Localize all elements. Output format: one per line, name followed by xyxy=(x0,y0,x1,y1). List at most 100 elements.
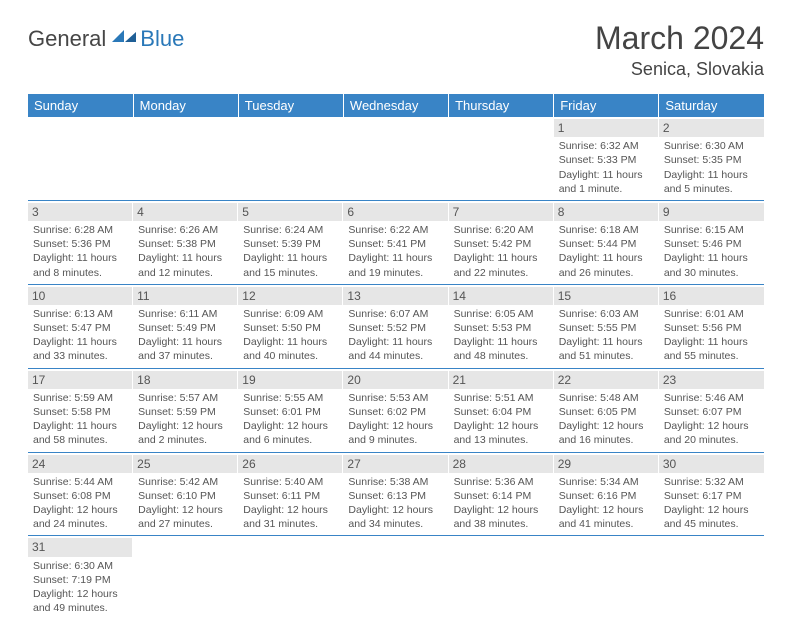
sunrise-line: Sunrise: 5:55 AM xyxy=(243,391,338,405)
day-number: 12 xyxy=(238,287,343,305)
calendar-day-cell: 17Sunrise: 5:59 AMSunset: 5:58 PMDayligh… xyxy=(28,368,133,452)
daylight-line: Daylight: 11 hours xyxy=(559,251,654,265)
daylight-line: Daylight: 11 hours xyxy=(243,251,338,265)
daylight-line: and 19 minutes. xyxy=(348,266,443,280)
sunset-line: Sunset: 5:35 PM xyxy=(664,153,759,167)
daylight-line: Daylight: 12 hours xyxy=(33,503,128,517)
daylight-line: and 2 minutes. xyxy=(138,433,233,447)
daylight-line: and 8 minutes. xyxy=(33,266,128,280)
sunset-line: Sunset: 6:04 PM xyxy=(454,405,549,419)
flag-icon xyxy=(112,28,138,51)
day-number: 27 xyxy=(343,455,448,473)
daylight-line: and 6 minutes. xyxy=(243,433,338,447)
sunset-line: Sunset: 6:10 PM xyxy=(138,489,233,503)
calendar-day-cell: 25Sunrise: 5:42 AMSunset: 6:10 PMDayligh… xyxy=(133,452,238,536)
calendar-day-cell: 22Sunrise: 5:48 AMSunset: 6:05 PMDayligh… xyxy=(554,368,659,452)
sunset-line: Sunset: 6:17 PM xyxy=(664,489,759,503)
calendar-day-cell: 13Sunrise: 6:07 AMSunset: 5:52 PMDayligh… xyxy=(343,284,448,368)
daylight-line: and 55 minutes. xyxy=(664,349,759,363)
calendar-week-row: 1Sunrise: 6:32 AMSunset: 5:33 PMDaylight… xyxy=(28,117,764,200)
calendar-day-cell: 12Sunrise: 6:09 AMSunset: 5:50 PMDayligh… xyxy=(238,284,343,368)
calendar-day-cell: 3Sunrise: 6:28 AMSunset: 5:36 PMDaylight… xyxy=(28,200,133,284)
daylight-line: and 20 minutes. xyxy=(664,433,759,447)
sunrise-line: Sunrise: 5:53 AM xyxy=(348,391,443,405)
calendar-table: SundayMondayTuesdayWednesdayThursdayFrid… xyxy=(28,94,764,619)
sunset-line: Sunset: 5:38 PM xyxy=(138,237,233,251)
sunrise-line: Sunrise: 5:38 AM xyxy=(348,475,443,489)
daylight-line: and 40 minutes. xyxy=(243,349,338,363)
day-number: 25 xyxy=(133,455,238,473)
sunrise-line: Sunrise: 6:07 AM xyxy=(348,307,443,321)
sunrise-line: Sunrise: 6:22 AM xyxy=(348,223,443,237)
calendar-day-cell: 27Sunrise: 5:38 AMSunset: 6:13 PMDayligh… xyxy=(343,452,448,536)
daylight-line: Daylight: 11 hours xyxy=(138,251,233,265)
daylight-line: Daylight: 12 hours xyxy=(559,503,654,517)
day-number: 29 xyxy=(554,455,659,473)
calendar-day-cell: 18Sunrise: 5:57 AMSunset: 5:59 PMDayligh… xyxy=(133,368,238,452)
calendar-day-cell: 14Sunrise: 6:05 AMSunset: 5:53 PMDayligh… xyxy=(449,284,554,368)
sunrise-line: Sunrise: 6:15 AM xyxy=(664,223,759,237)
sunset-line: Sunset: 5:44 PM xyxy=(559,237,654,251)
sunset-line: Sunset: 7:19 PM xyxy=(33,573,128,587)
day-number: 14 xyxy=(449,287,554,305)
weekday-header: Tuesday xyxy=(238,94,343,117)
sunrise-line: Sunrise: 6:09 AM xyxy=(243,307,338,321)
day-number: 11 xyxy=(133,287,238,305)
location: Senica, Slovakia xyxy=(595,59,764,80)
day-number: 13 xyxy=(343,287,448,305)
daylight-line: and 34 minutes. xyxy=(348,517,443,531)
calendar-week-row: 31Sunrise: 6:30 AMSunset: 7:19 PMDayligh… xyxy=(28,536,764,619)
daylight-line: Daylight: 12 hours xyxy=(243,419,338,433)
sunset-line: Sunset: 5:46 PM xyxy=(664,237,759,251)
day-number: 26 xyxy=(238,455,343,473)
day-number: 8 xyxy=(554,203,659,221)
daylight-line: and 58 minutes. xyxy=(33,433,128,447)
sunset-line: Sunset: 5:33 PM xyxy=(559,153,654,167)
calendar-day-cell xyxy=(133,536,238,619)
sunset-line: Sunset: 6:16 PM xyxy=(559,489,654,503)
sunset-line: Sunset: 6:14 PM xyxy=(454,489,549,503)
daylight-line: Daylight: 11 hours xyxy=(664,251,759,265)
calendar-day-cell: 16Sunrise: 6:01 AMSunset: 5:56 PMDayligh… xyxy=(659,284,764,368)
calendar-day-cell: 10Sunrise: 6:13 AMSunset: 5:47 PMDayligh… xyxy=(28,284,133,368)
sunset-line: Sunset: 6:01 PM xyxy=(243,405,338,419)
daylight-line: and 22 minutes. xyxy=(454,266,549,280)
daylight-line: Daylight: 11 hours xyxy=(33,335,128,349)
calendar-day-cell: 28Sunrise: 5:36 AMSunset: 6:14 PMDayligh… xyxy=(449,452,554,536)
sunrise-line: Sunrise: 6:26 AM xyxy=(138,223,233,237)
sunrise-line: Sunrise: 6:01 AM xyxy=(664,307,759,321)
sunrise-line: Sunrise: 5:48 AM xyxy=(559,391,654,405)
day-number: 28 xyxy=(449,455,554,473)
day-number: 6 xyxy=(343,203,448,221)
sunset-line: Sunset: 6:02 PM xyxy=(348,405,443,419)
daylight-line: Daylight: 11 hours xyxy=(454,335,549,349)
daylight-line: and 31 minutes. xyxy=(243,517,338,531)
sunrise-line: Sunrise: 5:32 AM xyxy=(664,475,759,489)
sunrise-line: Sunrise: 5:59 AM xyxy=(33,391,128,405)
sunset-line: Sunset: 5:39 PM xyxy=(243,237,338,251)
calendar-day-cell: 23Sunrise: 5:46 AMSunset: 6:07 PMDayligh… xyxy=(659,368,764,452)
logo-text-blue: Blue xyxy=(140,26,184,52)
calendar-week-row: 10Sunrise: 6:13 AMSunset: 5:47 PMDayligh… xyxy=(28,284,764,368)
calendar-day-cell: 1Sunrise: 6:32 AMSunset: 5:33 PMDaylight… xyxy=(554,117,659,200)
daylight-line: Daylight: 12 hours xyxy=(559,419,654,433)
sunrise-line: Sunrise: 5:51 AM xyxy=(454,391,549,405)
daylight-line: and 44 minutes. xyxy=(348,349,443,363)
calendar-day-cell: 11Sunrise: 6:11 AMSunset: 5:49 PMDayligh… xyxy=(133,284,238,368)
daylight-line: Daylight: 11 hours xyxy=(454,251,549,265)
daylight-line: Daylight: 11 hours xyxy=(33,419,128,433)
calendar-day-cell: 5Sunrise: 6:24 AMSunset: 5:39 PMDaylight… xyxy=(238,200,343,284)
sunrise-line: Sunrise: 6:13 AM xyxy=(33,307,128,321)
daylight-line: Daylight: 11 hours xyxy=(348,335,443,349)
calendar-day-cell xyxy=(343,117,448,200)
sunrise-line: Sunrise: 6:18 AM xyxy=(559,223,654,237)
sunset-line: Sunset: 5:56 PM xyxy=(664,321,759,335)
calendar-day-cell: 4Sunrise: 6:26 AMSunset: 5:38 PMDaylight… xyxy=(133,200,238,284)
calendar-week-row: 17Sunrise: 5:59 AMSunset: 5:58 PMDayligh… xyxy=(28,368,764,452)
calendar-day-cell: 24Sunrise: 5:44 AMSunset: 6:08 PMDayligh… xyxy=(28,452,133,536)
logo: General Blue xyxy=(28,20,184,52)
day-number: 20 xyxy=(343,371,448,389)
sunrise-line: Sunrise: 6:11 AM xyxy=(138,307,233,321)
sunset-line: Sunset: 5:49 PM xyxy=(138,321,233,335)
daylight-line: and 12 minutes. xyxy=(138,266,233,280)
